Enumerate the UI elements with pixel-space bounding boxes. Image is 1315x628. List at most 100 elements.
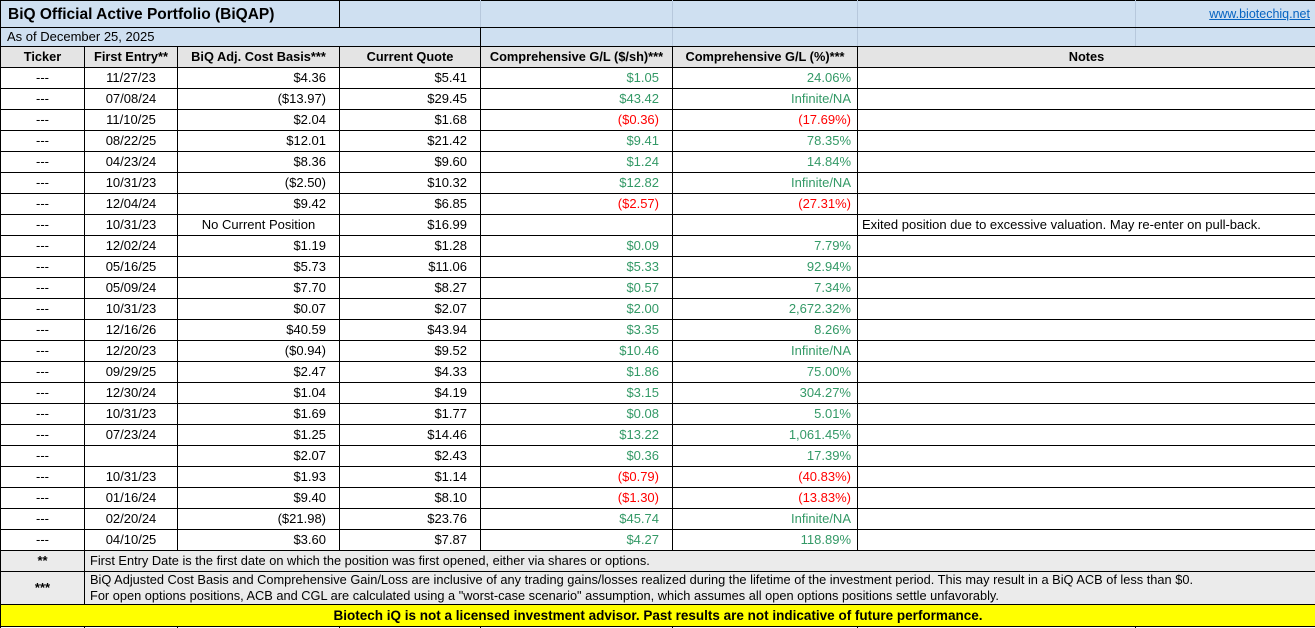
gl-sh-cell[interactable]: $0.09	[480, 235, 673, 257]
notes-cell[interactable]	[857, 193, 1315, 215]
notes-cell[interactable]	[857, 529, 1315, 551]
gl-sh-cell[interactable]: $0.36	[480, 445, 673, 467]
first-entry-cell[interactable]: 12/16/26	[84, 319, 178, 341]
quote-cell[interactable]: $21.42	[339, 130, 481, 152]
ticker-cell[interactable]: ---	[0, 529, 85, 551]
ticker-cell[interactable]: ---	[0, 130, 85, 152]
quote-cell[interactable]: $2.07	[339, 298, 481, 320]
quote-cell[interactable]: $1.28	[339, 235, 481, 257]
quote-cell[interactable]: $5.41	[339, 67, 481, 89]
col-header-gl-sh[interactable]: Comprehensive G/L ($/sh)***	[480, 46, 673, 68]
first-entry-cell[interactable]: 01/16/24	[84, 487, 178, 509]
notes-cell[interactable]: Exited position due to excessive valuati…	[857, 214, 1315, 236]
notes-cell[interactable]	[857, 340, 1315, 362]
cost-basis-cell[interactable]: $1.93	[177, 466, 340, 488]
ticker-cell[interactable]: ---	[0, 298, 85, 320]
cost-basis-cell[interactable]: $9.42	[177, 193, 340, 215]
quote-cell[interactable]: $2.43	[339, 445, 481, 467]
gl-sh-cell[interactable]: $9.41	[480, 130, 673, 152]
gl-sh-cell[interactable]: $2.00	[480, 298, 673, 320]
first-entry-cell[interactable]: 07/23/24	[84, 424, 178, 446]
cost-basis-cell[interactable]: ($0.94)	[177, 340, 340, 362]
first-entry-cell[interactable]: 08/22/25	[84, 130, 178, 152]
website-link[interactable]: www.biotechiq.net	[1209, 7, 1310, 21]
quote-cell[interactable]: $1.68	[339, 109, 481, 131]
notes-cell[interactable]	[857, 151, 1315, 173]
ticker-cell[interactable]: ---	[0, 235, 85, 257]
ticker-cell[interactable]: ---	[0, 424, 85, 446]
cost-basis-cell[interactable]: ($21.98)	[177, 508, 340, 530]
quote-cell[interactable]: $1.14	[339, 466, 481, 488]
gl-sh-cell[interactable]: $1.86	[480, 361, 673, 383]
gl-pct-cell[interactable]: 17.39%	[672, 445, 858, 467]
cost-basis-cell[interactable]: $1.19	[177, 235, 340, 257]
gl-sh-cell[interactable]	[480, 214, 673, 236]
first-entry-cell[interactable]: 12/30/24	[84, 382, 178, 404]
gl-pct-cell[interactable]: Infinite/NA	[672, 172, 858, 194]
first-entry-cell[interactable]: 09/29/25	[84, 361, 178, 383]
gl-sh-cell[interactable]: $1.24	[480, 151, 673, 173]
gl-pct-cell[interactable]: 1,061.45%	[672, 424, 858, 446]
gl-sh-cell[interactable]: $43.42	[480, 88, 673, 110]
notes-cell[interactable]	[857, 109, 1315, 131]
ticker-cell[interactable]: ---	[0, 445, 85, 467]
notes-cell[interactable]	[857, 508, 1315, 530]
cost-basis-cell[interactable]: $2.04	[177, 109, 340, 131]
notes-cell[interactable]	[857, 277, 1315, 299]
first-entry-cell[interactable]: 12/20/23	[84, 340, 178, 362]
ticker-cell[interactable]: ---	[0, 403, 85, 425]
as-of-date[interactable]: As of December 25, 2025	[0, 27, 481, 47]
gl-pct-cell[interactable]: 118.89%	[672, 529, 858, 551]
ticker-cell[interactable]: ---	[0, 508, 85, 530]
gl-pct-cell[interactable]	[672, 214, 858, 236]
gl-sh-cell[interactable]: $12.82	[480, 172, 673, 194]
col-header-gl-pct[interactable]: Comprehensive G/L (%)***	[672, 46, 858, 68]
cost-basis-cell[interactable]: $0.07	[177, 298, 340, 320]
first-entry-cell[interactable]: 10/31/23	[84, 172, 178, 194]
gl-pct-cell[interactable]: Infinite/NA	[672, 340, 858, 362]
ticker-cell[interactable]: ---	[0, 193, 85, 215]
ticker-cell[interactable]: ---	[0, 88, 85, 110]
gl-sh-cell[interactable]: $0.08	[480, 403, 673, 425]
quote-cell[interactable]: $23.76	[339, 508, 481, 530]
gl-sh-cell[interactable]: $5.33	[480, 256, 673, 278]
gl-pct-cell[interactable]: 2,672.32%	[672, 298, 858, 320]
quote-cell[interactable]: $8.10	[339, 487, 481, 509]
gl-pct-cell[interactable]: 304.27%	[672, 382, 858, 404]
gl-pct-cell[interactable]: 75.00%	[672, 361, 858, 383]
page-title[interactable]: BiQ Official Active Portfolio (BiQAP)	[0, 0, 340, 28]
notes-cell[interactable]	[857, 67, 1315, 89]
ticker-cell[interactable]: ---	[0, 256, 85, 278]
ticker-cell[interactable]: ---	[0, 67, 85, 89]
cost-basis-cell[interactable]: $3.60	[177, 529, 340, 551]
notes-cell[interactable]	[857, 172, 1315, 194]
col-header-notes[interactable]: Notes	[857, 46, 1315, 68]
cost-basis-cell[interactable]: ($2.50)	[177, 172, 340, 194]
quote-cell[interactable]: $10.32	[339, 172, 481, 194]
gl-pct-cell[interactable]: (17.69%)	[672, 109, 858, 131]
cost-basis-cell[interactable]: $1.69	[177, 403, 340, 425]
gl-sh-cell[interactable]: ($0.36)	[480, 109, 673, 131]
first-entry-cell[interactable]: 04/23/24	[84, 151, 178, 173]
gl-sh-cell[interactable]: $10.46	[480, 340, 673, 362]
gl-pct-cell[interactable]: Infinite/NA	[672, 88, 858, 110]
first-entry-cell[interactable]: 10/31/23	[84, 403, 178, 425]
gl-pct-cell[interactable]: (13.83%)	[672, 487, 858, 509]
first-entry-cell[interactable]: 07/08/24	[84, 88, 178, 110]
first-entry-cell[interactable]	[84, 445, 178, 467]
cost-basis-cell[interactable]: $1.25	[177, 424, 340, 446]
quote-cell[interactable]: $43.94	[339, 319, 481, 341]
cost-basis-cell[interactable]: $9.40	[177, 487, 340, 509]
notes-cell[interactable]	[857, 382, 1315, 404]
ticker-cell[interactable]: ---	[0, 361, 85, 383]
quote-cell[interactable]: $6.85	[339, 193, 481, 215]
first-entry-cell[interactable]: 12/02/24	[84, 235, 178, 257]
cost-basis-cell[interactable]: No Current Position	[177, 214, 340, 236]
gl-pct-cell[interactable]: 92.94%	[672, 256, 858, 278]
ticker-cell[interactable]: ---	[0, 382, 85, 404]
ticker-cell[interactable]: ---	[0, 172, 85, 194]
ticker-cell[interactable]: ---	[0, 487, 85, 509]
quote-cell[interactable]: $1.77	[339, 403, 481, 425]
notes-cell[interactable]	[857, 466, 1315, 488]
notes-cell[interactable]	[857, 235, 1315, 257]
